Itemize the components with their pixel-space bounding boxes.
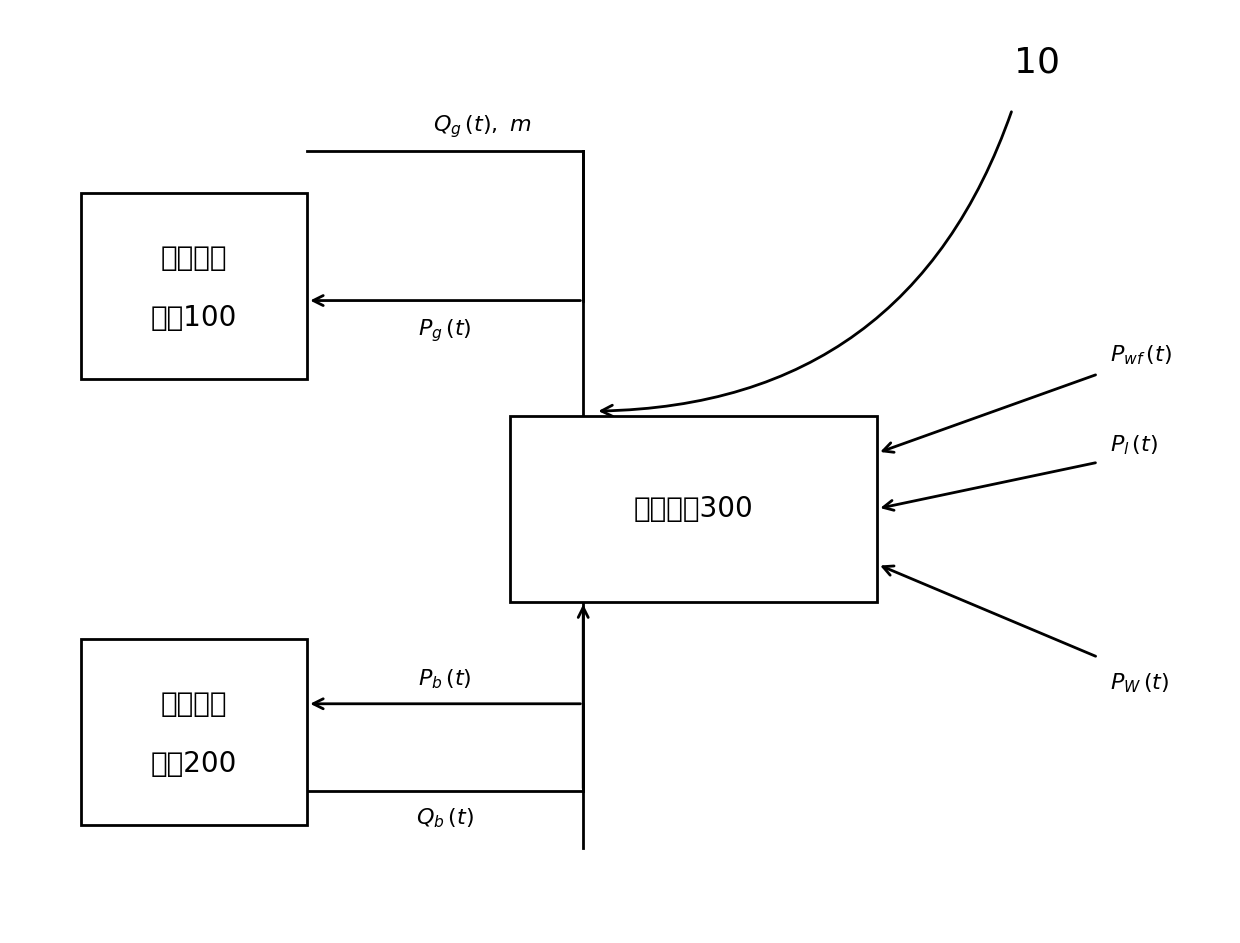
Text: $P_{wf}\,(t)$: $P_{wf}\,(t)$ [1111, 343, 1173, 367]
Text: 系统200: 系统200 [151, 751, 237, 778]
Text: $P_g\,(t)$: $P_g\,(t)$ [418, 317, 472, 344]
Bar [510, 416, 878, 602]
Text: $Q_g\,(t),\ m$: $Q_g\,(t),\ m$ [433, 113, 531, 140]
Text: $Q_b\,(t)$: $Q_b\,(t)$ [417, 806, 474, 830]
Text: 10: 10 [1014, 45, 1060, 80]
Text: $P_b\,(t)$: $P_b\,(t)$ [418, 667, 472, 691]
Text: $P_W\,(t)$: $P_W\,(t)$ [1111, 671, 1169, 695]
Bar [81, 192, 308, 378]
Text: 第二储能: 第二储能 [161, 689, 227, 718]
Text: 第一储能: 第一储能 [161, 244, 227, 272]
Text: 控制系统300: 控制系统300 [634, 495, 754, 522]
Bar [81, 638, 308, 824]
Text: 系统100: 系统100 [151, 305, 237, 332]
Text: $P_l\,(t)$: $P_l\,(t)$ [1111, 433, 1158, 456]
